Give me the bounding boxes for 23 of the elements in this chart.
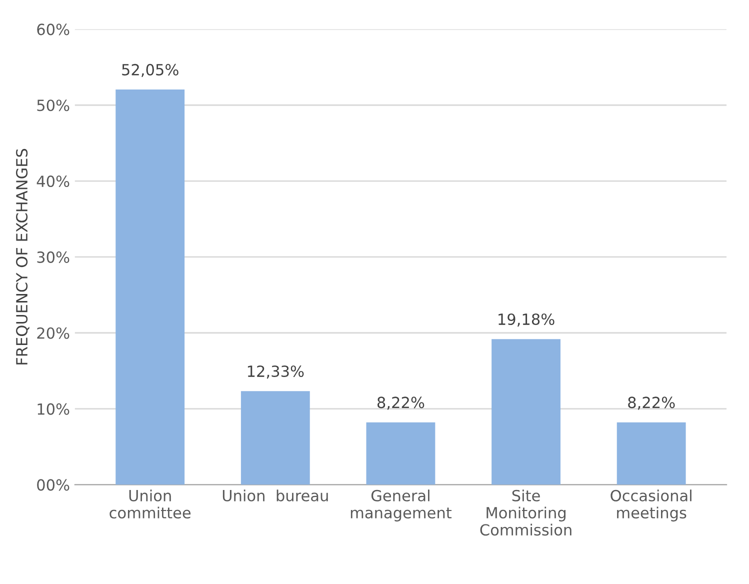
y-tick-label: 50% [37, 100, 70, 112]
y-tick-label: 30% [37, 251, 70, 263]
x-tick-label: General management [350, 490, 452, 522]
x-tick-label: Site Monitoring Commission [480, 490, 572, 536]
bar [492, 339, 560, 485]
y-axis-title: FREQUENCY OF EXCHANGES [16, 148, 30, 364]
x-tick-label: Union committee [110, 490, 191, 519]
data-label: 12,33% [248, 365, 304, 379]
data-label: 19,18% [498, 313, 554, 327]
data-label: 8,22% [377, 396, 424, 410]
data-label: 52,05% [122, 64, 178, 78]
bar [616, 422, 686, 485]
y-tick-label: 10% [38, 403, 70, 415]
y-tick-label: 00% [37, 479, 70, 491]
y-tick-label: 40% [36, 176, 70, 188]
bar [366, 422, 436, 485]
bar [116, 90, 185, 485]
x-tick-label: Occasional meetings [610, 490, 692, 522]
data-label: 8,22% [628, 396, 675, 410]
bar [240, 391, 310, 485]
y-tick-label: 20% [37, 327, 70, 339]
y-tick-label: 60% [37, 24, 70, 36]
x-tick-label: Union bureau [222, 490, 328, 502]
